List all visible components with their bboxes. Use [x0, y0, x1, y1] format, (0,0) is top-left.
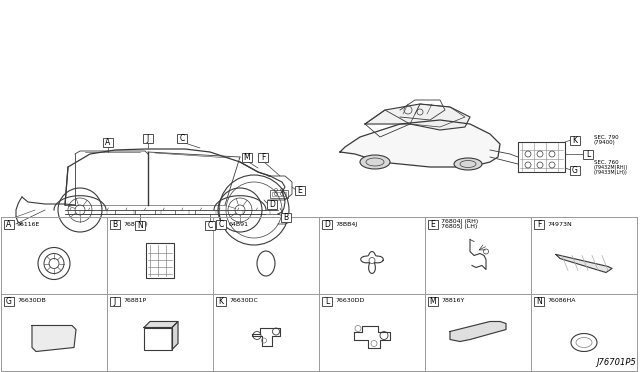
Text: 76630DC: 76630DC — [229, 298, 258, 304]
Bar — [267, 199, 277, 208]
Text: M: M — [244, 153, 250, 161]
Text: 78816Y: 78816Y — [441, 298, 465, 304]
Polygon shape — [172, 321, 178, 350]
Text: N: N — [536, 296, 542, 305]
Text: F: F — [537, 219, 541, 228]
Text: N: N — [137, 221, 143, 230]
Text: E: E — [298, 186, 302, 195]
Bar — [143, 134, 153, 142]
Text: L: L — [586, 150, 590, 158]
Text: 64B91: 64B91 — [229, 221, 249, 227]
Text: J: J — [147, 134, 149, 142]
Text: (79400): (79400) — [594, 140, 616, 144]
Text: 78BB4J: 78BB4J — [335, 221, 357, 227]
Bar — [110, 219, 120, 228]
Text: M: M — [429, 296, 436, 305]
Polygon shape — [365, 104, 470, 130]
Text: B: B — [113, 219, 118, 228]
Text: SEC. 760: SEC. 760 — [594, 160, 619, 164]
Polygon shape — [32, 326, 76, 352]
Ellipse shape — [360, 155, 390, 169]
Text: B: B — [284, 212, 289, 221]
Bar — [583, 150, 593, 158]
Text: L: L — [325, 296, 329, 305]
Bar — [534, 219, 544, 228]
Text: (79432M(RH)): (79432M(RH)) — [594, 164, 628, 170]
Bar — [216, 219, 226, 228]
Bar — [216, 296, 226, 305]
Text: C: C — [207, 221, 212, 230]
Text: G: G — [6, 296, 12, 305]
Polygon shape — [450, 321, 506, 341]
Bar — [322, 296, 332, 305]
Ellipse shape — [454, 158, 482, 170]
Bar — [110, 296, 120, 305]
Bar — [4, 296, 14, 305]
Text: E: E — [431, 219, 435, 228]
Text: C: C — [179, 134, 184, 142]
Bar — [103, 138, 113, 147]
Bar — [144, 327, 172, 350]
Text: 76804J (RH)
76805J (LH): 76804J (RH) 76805J (LH) — [441, 219, 478, 230]
Bar — [177, 134, 187, 142]
Bar — [146, 243, 174, 278]
Bar — [570, 135, 580, 144]
Text: J: J — [114, 296, 116, 305]
Text: 76804Q: 76804Q — [123, 221, 148, 227]
Bar — [258, 153, 268, 161]
Bar — [272, 192, 286, 196]
Text: G: G — [572, 166, 578, 174]
Text: 76881P: 76881P — [123, 298, 146, 304]
Bar — [242, 153, 252, 161]
Text: D: D — [324, 219, 330, 228]
Text: K: K — [573, 135, 577, 144]
Text: K: K — [218, 296, 223, 305]
Polygon shape — [144, 321, 178, 327]
Bar — [270, 190, 288, 198]
Text: (79433M(LH)): (79433M(LH)) — [594, 170, 628, 174]
Text: C: C — [218, 219, 223, 228]
Text: D: D — [269, 199, 275, 208]
Text: 76630DB: 76630DB — [17, 298, 45, 304]
Polygon shape — [556, 254, 612, 273]
Text: 74973N: 74973N — [547, 221, 572, 227]
Bar — [295, 186, 305, 195]
Bar — [135, 221, 145, 230]
Text: 76630DD: 76630DD — [335, 298, 364, 304]
Bar — [4, 219, 14, 228]
Bar — [281, 212, 291, 221]
Text: A: A — [6, 219, 12, 228]
Bar — [322, 219, 332, 228]
Text: 76086HA: 76086HA — [547, 298, 575, 304]
Bar — [534, 296, 544, 305]
Bar — [570, 166, 580, 174]
Text: 96116E: 96116E — [17, 221, 40, 227]
Text: SEC. 790: SEC. 790 — [594, 135, 619, 140]
Bar — [428, 296, 438, 305]
Text: F: F — [261, 153, 265, 161]
Bar — [428, 219, 438, 228]
Text: J76701P5: J76701P5 — [596, 358, 636, 367]
Text: A: A — [106, 138, 111, 147]
Polygon shape — [340, 120, 500, 167]
Bar — [205, 221, 215, 230]
